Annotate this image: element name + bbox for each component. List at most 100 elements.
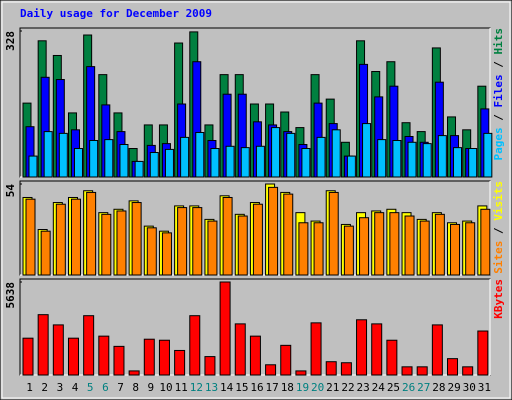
legend: Pages / Files / Hits <box>492 28 505 161</box>
x-tick-label: 20 <box>311 381 324 394</box>
legend: KBytes <box>492 279 505 319</box>
bar <box>359 217 370 276</box>
bar <box>343 225 354 276</box>
x-tick-label: 9 <box>148 381 155 394</box>
x-tick-label: 8 <box>132 381 139 394</box>
bar <box>89 140 99 178</box>
x-tick-label: 4 <box>72 381 79 394</box>
x-tick-label: 26 <box>402 381 415 394</box>
legend-entry: Sites <box>492 241 505 274</box>
bar <box>447 358 459 376</box>
x-tick-label: 12 <box>190 381 203 394</box>
bar <box>189 315 201 376</box>
bar <box>371 323 383 376</box>
bar <box>101 213 112 276</box>
bar <box>386 339 398 376</box>
bar <box>174 349 186 376</box>
bar <box>265 364 277 376</box>
x-tick-label: 23 <box>357 381 370 394</box>
bar <box>113 345 125 376</box>
legend-entry: Visits <box>492 181 505 221</box>
bar <box>207 220 218 276</box>
bar <box>468 148 478 178</box>
legend-entry: Hits <box>492 28 505 55</box>
bar <box>104 139 114 178</box>
bar <box>134 160 144 178</box>
bar <box>462 366 474 376</box>
bar <box>295 370 307 376</box>
bar <box>204 356 216 376</box>
bar <box>67 337 79 376</box>
bar <box>240 147 250 178</box>
bar <box>298 222 309 276</box>
bar <box>483 132 493 178</box>
bar <box>450 223 461 276</box>
x-tick-label: 19 <box>296 381 309 394</box>
x-tick-label: 5 <box>87 381 94 394</box>
bar <box>73 148 83 178</box>
bar <box>40 230 51 276</box>
legend-separator: / <box>492 221 505 241</box>
bar <box>22 337 34 376</box>
x-tick-label: 31 <box>478 381 491 394</box>
bar <box>313 222 324 276</box>
x-tick-label: 6 <box>102 381 109 394</box>
bar <box>401 366 413 376</box>
bar <box>346 155 356 178</box>
bar <box>234 323 246 376</box>
bar <box>310 322 322 376</box>
legend-separator: / <box>492 108 505 128</box>
bar <box>437 135 447 178</box>
bar <box>37 314 49 376</box>
bar <box>255 145 265 178</box>
bar <box>389 212 400 276</box>
bar <box>192 207 203 276</box>
chart-title: Daily usage for December 2009 <box>20 7 212 20</box>
bar <box>419 220 430 276</box>
x-tick-label: 21 <box>326 381 339 394</box>
x-tick-label: 13 <box>205 381 218 394</box>
bar <box>480 208 491 276</box>
bar <box>271 127 281 178</box>
bar <box>143 338 155 376</box>
x-tick-label: 3 <box>57 381 64 394</box>
x-tick-label: 18 <box>281 381 294 394</box>
bar <box>164 148 174 178</box>
bar <box>286 132 296 178</box>
bar <box>177 207 188 276</box>
bar <box>356 319 368 376</box>
x-tick-label: 24 <box>372 381 386 394</box>
x-tick-label: 14 <box>220 381 234 394</box>
bar <box>210 148 220 178</box>
bar <box>422 143 432 178</box>
bar <box>404 215 415 276</box>
bar <box>431 324 443 376</box>
bar <box>25 198 36 276</box>
bar <box>362 123 372 178</box>
bar <box>222 196 233 276</box>
bar <box>180 136 190 178</box>
bar <box>195 131 205 178</box>
x-tick-label: 27 <box>417 381 430 394</box>
x-tick-label: 1 <box>26 381 33 394</box>
x-tick-label: 22 <box>341 381 354 394</box>
bar <box>119 144 129 178</box>
bar <box>434 213 445 276</box>
y-tick-label: 54 <box>4 184 17 198</box>
bar <box>28 155 38 178</box>
bar <box>465 222 476 276</box>
x-tick-label: 28 <box>432 381 445 394</box>
legend-entry: KBytes <box>492 279 505 319</box>
bar <box>316 136 326 178</box>
bar <box>331 129 341 178</box>
x-tick-label: 10 <box>159 381 172 394</box>
bar <box>58 132 68 178</box>
bar <box>340 362 352 376</box>
x-tick-label: 25 <box>387 381 400 394</box>
bar <box>131 202 142 276</box>
bar <box>225 145 235 178</box>
bar <box>70 198 81 276</box>
bar <box>325 361 337 376</box>
